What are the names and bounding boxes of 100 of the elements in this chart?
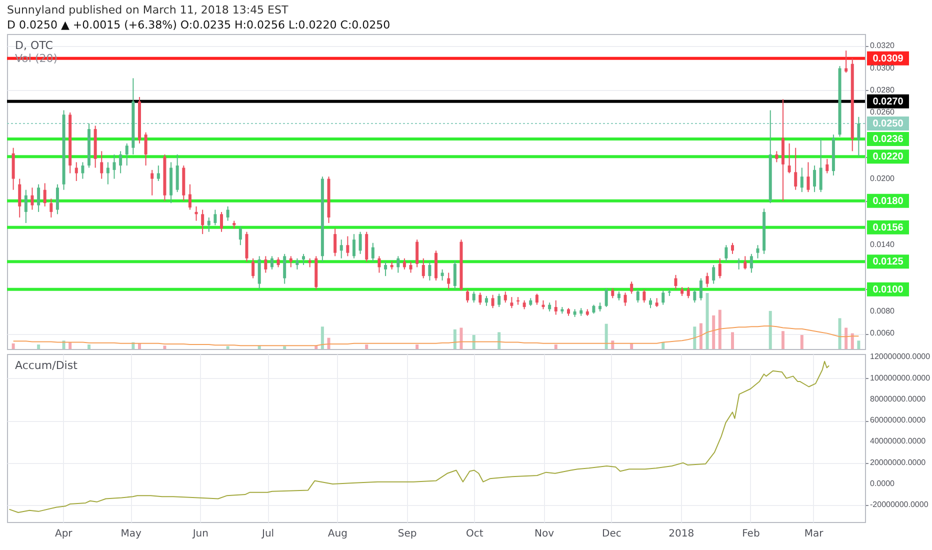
line-series bbox=[8, 360, 830, 513]
candlestick bbox=[302, 253, 306, 266]
bar bbox=[88, 344, 91, 349]
candlestick bbox=[800, 167, 804, 193]
bar bbox=[706, 293, 709, 349]
y-tick-label: 20000000.0000 bbox=[870, 458, 926, 467]
bar bbox=[453, 329, 456, 349]
candlestick bbox=[712, 264, 716, 284]
y-tick-label: 80000000.0000 bbox=[870, 394, 926, 404]
candlestick bbox=[750, 253, 753, 274]
bar bbox=[37, 344, 40, 349]
candlestick bbox=[611, 288, 614, 299]
candlestick bbox=[352, 234, 356, 259]
candlestick bbox=[112, 154, 116, 180]
bar bbox=[712, 315, 716, 349]
ref-line-label: 0.0270 bbox=[872, 96, 904, 108]
bar bbox=[472, 335, 476, 349]
candlestick bbox=[340, 239, 343, 259]
bar bbox=[857, 340, 860, 349]
y-tick-label: 0.0000 bbox=[870, 478, 896, 488]
candlestick bbox=[826, 158, 829, 174]
bar bbox=[781, 331, 784, 349]
candlestick bbox=[806, 162, 810, 193]
candlestick bbox=[384, 261, 388, 277]
candlestick bbox=[396, 256, 400, 274]
ref-line-label: 0.0220 bbox=[872, 152, 904, 163]
candlestick bbox=[699, 278, 702, 301]
candlestick bbox=[81, 162, 84, 180]
ref-line-label: 0.0125 bbox=[872, 256, 904, 268]
x-tick-label: Mar bbox=[804, 528, 824, 540]
bar bbox=[554, 344, 558, 349]
candlestick bbox=[775, 150, 778, 163]
candlestick bbox=[201, 209, 204, 235]
candlestick bbox=[402, 258, 406, 270]
candlestick bbox=[18, 178, 22, 218]
candlestick bbox=[74, 162, 78, 182]
candlestick bbox=[819, 138, 822, 193]
ref-line-label: 0.0100 bbox=[872, 284, 904, 296]
candlestick bbox=[756, 244, 760, 259]
candlestick bbox=[409, 261, 412, 274]
candlestick bbox=[516, 296, 520, 306]
candlestick bbox=[491, 294, 494, 309]
candlestick bbox=[674, 274, 678, 290]
candlestick bbox=[453, 260, 456, 290]
candlestick bbox=[706, 272, 709, 288]
candlestick bbox=[371, 242, 374, 262]
candlestick bbox=[220, 211, 223, 232]
chart-subtitle: D 0.0250 ▲ +0.0015 (+6.38%) O:0.0235 H:0.0256 L:0.0220 C:0.0250 bbox=[7, 18, 390, 32]
x-tick-label: Feb bbox=[742, 528, 760, 540]
candlestick bbox=[794, 147, 798, 190]
candlestick bbox=[346, 236, 350, 257]
candlestick bbox=[636, 288, 640, 304]
bar bbox=[416, 344, 419, 349]
candlestick bbox=[693, 288, 696, 304]
y-tick-label: 0.0140 bbox=[870, 240, 896, 250]
chart-title: Sunnyland published on March 11, 2018 13:45 EST bbox=[7, 4, 288, 16]
x-tick-label: May bbox=[120, 528, 142, 540]
candlestick bbox=[535, 293, 538, 306]
candlestick bbox=[447, 272, 450, 290]
candlestick bbox=[504, 291, 507, 304]
ref-line-label: 0.0156 bbox=[872, 222, 904, 234]
candlestick bbox=[252, 258, 255, 279]
candlestick bbox=[24, 189, 28, 224]
ref-line-label: 0.0180 bbox=[872, 196, 904, 207]
candlestick bbox=[662, 290, 665, 306]
candlestick bbox=[498, 293, 501, 308]
candlestick bbox=[289, 256, 292, 268]
candlestick bbox=[270, 256, 274, 270]
candlestick bbox=[718, 258, 722, 279]
bar bbox=[460, 328, 463, 349]
candlestick bbox=[43, 182, 46, 207]
candlestick bbox=[788, 142, 791, 174]
candlestick bbox=[440, 268, 444, 281]
candlestick bbox=[724, 244, 728, 262]
candlestick bbox=[119, 150, 122, 174]
candlestick bbox=[238, 226, 242, 246]
y-tick-label: 100000000.0000 bbox=[870, 373, 931, 382]
candlestick bbox=[744, 256, 747, 270]
bar bbox=[12, 343, 15, 349]
bar bbox=[283, 346, 286, 349]
y-tick-label: 0.0320 bbox=[870, 41, 896, 50]
candlestick bbox=[484, 295, 488, 306]
candlestick bbox=[416, 239, 419, 268]
candlestick bbox=[604, 288, 608, 308]
candlestick bbox=[50, 198, 53, 218]
candlestick bbox=[358, 231, 362, 254]
y-tick-label: 0.0200 bbox=[870, 174, 896, 183]
candlestick bbox=[472, 291, 476, 304]
bar bbox=[630, 343, 634, 349]
candlestick bbox=[686, 286, 690, 299]
y-tick-label: 60000000.0000 bbox=[870, 416, 926, 425]
candlestick bbox=[276, 256, 280, 268]
x-tick-label: Dec bbox=[602, 528, 622, 540]
candlestick bbox=[378, 256, 381, 274]
candlestick bbox=[642, 288, 646, 304]
bar bbox=[320, 326, 324, 349]
candlestick bbox=[478, 292, 482, 306]
bar bbox=[768, 310, 772, 349]
candlestick bbox=[150, 169, 154, 196]
bar bbox=[850, 333, 854, 349]
